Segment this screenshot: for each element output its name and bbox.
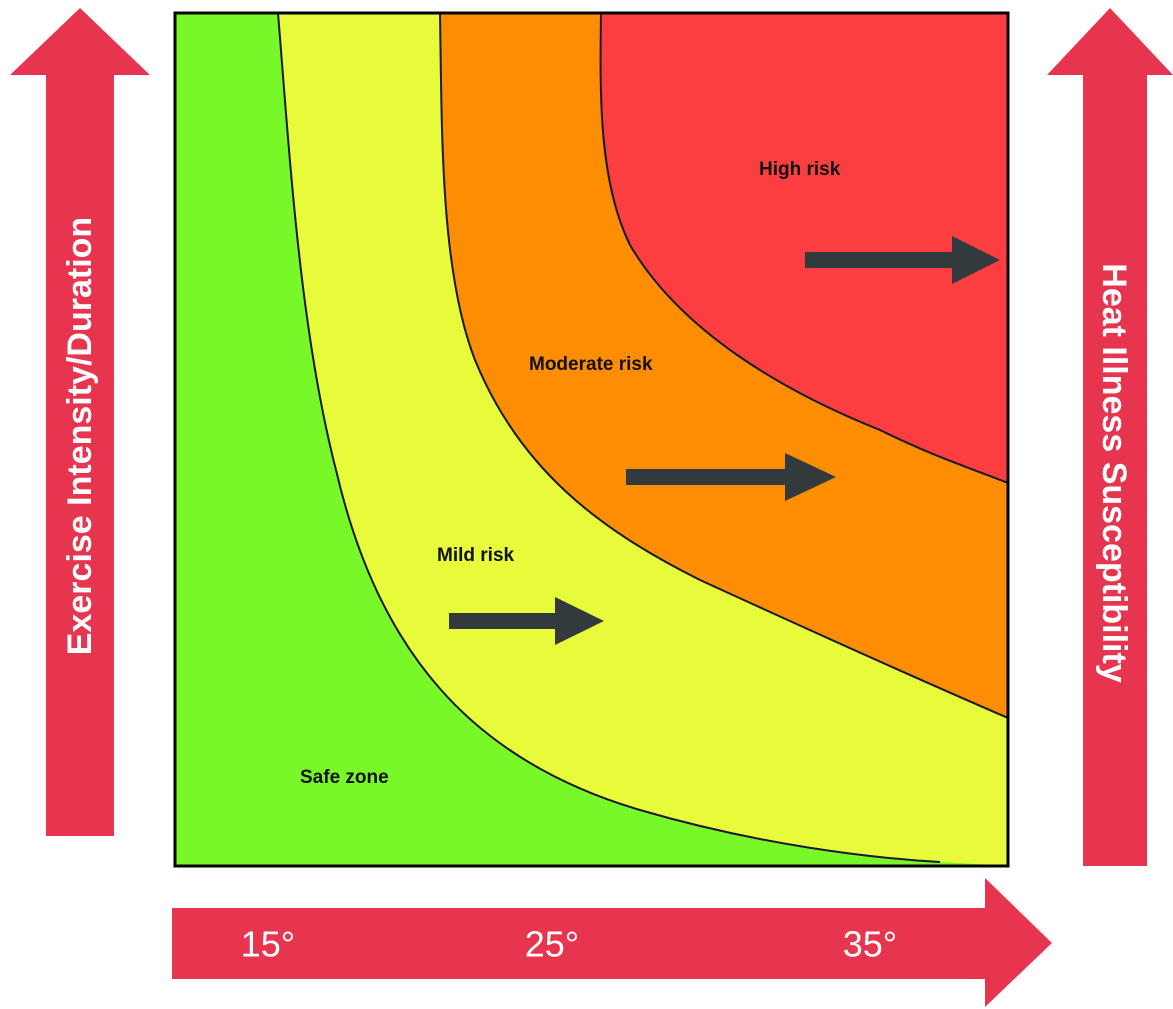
- safe-zone-label: Safe zone: [300, 767, 389, 788]
- high-risk-label: High risk: [759, 159, 841, 180]
- right-arrow-icon: [449, 597, 604, 645]
- plot-frame: [173, 11, 1010, 868]
- moderate-high-boundary: [599, 13, 1008, 484]
- right-arrow-icon: [805, 236, 1000, 284]
- right-arrow-icon: [626, 453, 836, 501]
- right-axis-label: Heat Illness Susceptibility: [1095, 263, 1133, 683]
- right-arrow-shape: [1047, 8, 1173, 866]
- bottom-arrow-shape: [172, 878, 1052, 1007]
- high-risk-region: [600, 13, 1008, 483]
- temperature-axis-arrow: 15° 25° 35°: [172, 878, 1052, 1007]
- mild-risk-label: Mild risk: [437, 545, 515, 566]
- moderate-risk-label: Moderate risk: [529, 354, 653, 375]
- temperature-tick-15: 15°: [241, 924, 295, 965]
- left-axis-label: Exercise Intensity/Duration: [61, 217, 99, 655]
- left-arrow-shape: [10, 8, 150, 836]
- safe-mild-boundary: [277, 13, 941, 863]
- mild-moderate-boundary: [439, 13, 1008, 719]
- risk-zones: [175, 13, 1008, 866]
- right-axis-arrow: Heat Illness Susceptibility: [1047, 8, 1173, 866]
- temperature-tick-25: 25°: [525, 924, 579, 965]
- temperature-tick-35: 35°: [843, 924, 897, 965]
- left-axis-arrow: Exercise Intensity/Duration: [10, 8, 150, 836]
